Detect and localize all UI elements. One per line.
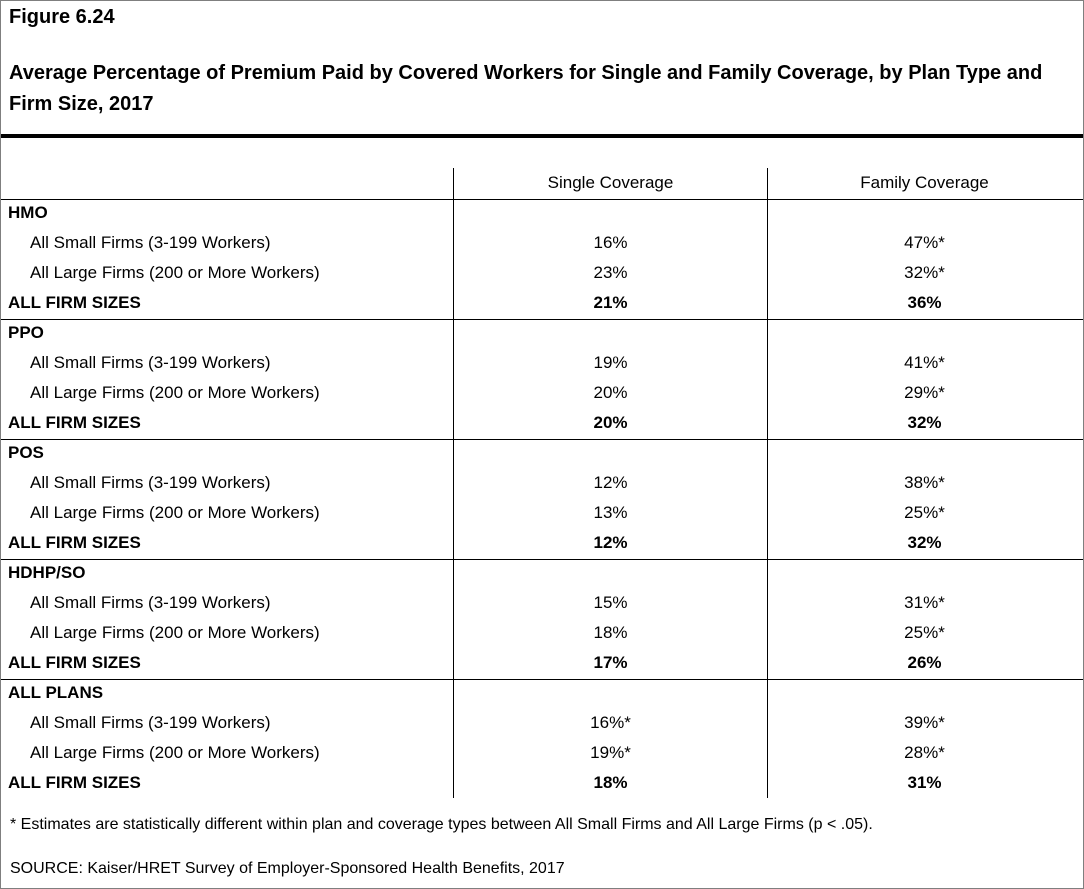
total-row: ALL FIRM SIZES 21% 36% bbox=[1, 288, 1083, 318]
table-row: All Large Firms (200 or More Workers) 20%… bbox=[1, 378, 1083, 408]
group-separator bbox=[1, 559, 1083, 560]
single-coverage-value: 18% bbox=[593, 623, 628, 642]
total-label: ALL FIRM SIZES bbox=[8, 773, 141, 792]
total-row: ALL FIRM SIZES 18% 31% bbox=[1, 768, 1083, 798]
figure-title: Average Percentage of Premium Paid by Co… bbox=[9, 62, 1043, 115]
total-family-value: 31% bbox=[907, 773, 942, 792]
table-row: All Small Firms (3-199 Workers) 19% 41%* bbox=[1, 348, 1083, 378]
single-coverage-value: 16%* bbox=[590, 713, 631, 732]
family-coverage-value: 39%* bbox=[904, 713, 945, 732]
firm-size-label: All Large Firms (200 or More Workers) bbox=[30, 743, 320, 762]
table-row: All Large Firms (200 or More Workers) 19%… bbox=[1, 738, 1083, 768]
single-coverage-value: 19%* bbox=[590, 743, 631, 762]
table-row: All Large Firms (200 or More Workers) 13%… bbox=[1, 498, 1083, 528]
total-family-value: 32% bbox=[907, 533, 942, 552]
total-label: ALL FIRM SIZES bbox=[8, 653, 141, 672]
column-divider-family bbox=[767, 168, 768, 798]
group-separator bbox=[1, 199, 1083, 200]
firm-size-label: All Small Firms (3-199 Workers) bbox=[30, 353, 271, 372]
total-single-value: 20% bbox=[593, 413, 628, 432]
total-family-value: 26% bbox=[907, 653, 942, 672]
family-coverage-value: 28%* bbox=[904, 743, 945, 762]
total-single-value: 21% bbox=[593, 293, 628, 312]
firm-size-label: All Large Firms (200 or More Workers) bbox=[30, 503, 320, 522]
total-label: ALL FIRM SIZES bbox=[8, 413, 141, 432]
plan-type-row: ALL PLANS bbox=[1, 678, 1083, 708]
firm-size-label: All Small Firms (3-199 Workers) bbox=[30, 473, 271, 492]
firm-size-label: All Large Firms (200 or More Workers) bbox=[30, 383, 320, 402]
plan-type-label: HDHP/SO bbox=[8, 563, 86, 582]
single-coverage-value: 12% bbox=[593, 473, 628, 492]
total-row: ALL FIRM SIZES 20% 32% bbox=[1, 408, 1083, 438]
single-coverage-value: 13% bbox=[593, 503, 628, 522]
total-family-value: 36% bbox=[907, 293, 942, 312]
plan-type-label: PPO bbox=[8, 323, 44, 342]
table-row: All Small Firms (3-199 Workers) 15% 31%* bbox=[1, 588, 1083, 618]
firm-size-label: All Large Firms (200 or More Workers) bbox=[30, 623, 320, 642]
group-separator bbox=[1, 439, 1083, 440]
plan-type-label: POS bbox=[8, 443, 44, 462]
total-single-value: 18% bbox=[593, 773, 628, 792]
firm-size-label: All Small Firms (3-199 Workers) bbox=[30, 713, 271, 732]
plan-type-label: ALL PLANS bbox=[8, 683, 104, 702]
family-coverage-value: 29%* bbox=[904, 383, 945, 402]
single-coverage-value: 15% bbox=[593, 593, 628, 612]
plan-type-row: HMO bbox=[1, 198, 1083, 228]
single-coverage-value: 16% bbox=[593, 233, 628, 252]
family-coverage-value: 41%* bbox=[904, 353, 945, 372]
family-coverage-value: 32%* bbox=[904, 263, 945, 282]
plan-type-label: HMO bbox=[8, 203, 48, 222]
plan-type-row: PPO bbox=[1, 318, 1083, 348]
table-row: All Large Firms (200 or More Workers) 23%… bbox=[1, 258, 1083, 288]
plan-type-row: HDHP/SO bbox=[1, 558, 1083, 588]
column-header-family: Family Coverage bbox=[860, 173, 989, 192]
family-coverage-value: 47%* bbox=[904, 233, 945, 252]
table-row: All Small Firms (3-199 Workers) 16%* 39%* bbox=[1, 708, 1083, 738]
group-separator bbox=[1, 319, 1083, 320]
total-label: ALL FIRM SIZES bbox=[8, 293, 141, 312]
table-row: All Small Firms (3-199 Workers) 12% 38%* bbox=[1, 468, 1083, 498]
total-label: ALL FIRM SIZES bbox=[8, 533, 141, 552]
firm-size-label: All Small Firms (3-199 Workers) bbox=[30, 233, 271, 252]
column-header-single: Single Coverage bbox=[547, 173, 674, 192]
source-note: SOURCE: Kaiser/HRET Survey of Employer-S… bbox=[10, 860, 565, 877]
family-coverage-value: 38%* bbox=[904, 473, 945, 492]
column-divider-single bbox=[453, 168, 454, 798]
footnote: * Estimates are statistically different … bbox=[10, 816, 873, 833]
family-coverage-value: 25%* bbox=[904, 623, 945, 642]
single-coverage-value: 19% bbox=[593, 353, 628, 372]
total-family-value: 32% bbox=[907, 413, 942, 432]
total-single-value: 12% bbox=[593, 533, 628, 552]
table-row: All Large Firms (200 or More Workers) 18%… bbox=[1, 618, 1083, 648]
firm-size-label: All Large Firms (200 or More Workers) bbox=[30, 263, 320, 282]
plan-type-row: POS bbox=[1, 438, 1083, 468]
figure-label: Figure 6.24 bbox=[9, 6, 115, 28]
table-row: All Small Firms (3-199 Workers) 16% 47%* bbox=[1, 228, 1083, 258]
single-coverage-value: 23% bbox=[593, 263, 628, 282]
family-coverage-value: 31%* bbox=[904, 593, 945, 612]
family-coverage-value: 25%* bbox=[904, 503, 945, 522]
firm-size-label: All Small Firms (3-199 Workers) bbox=[30, 593, 271, 612]
title-divider bbox=[1, 134, 1083, 138]
group-separator bbox=[1, 679, 1083, 680]
total-row: ALL FIRM SIZES 12% 32% bbox=[1, 528, 1083, 558]
single-coverage-value: 20% bbox=[593, 383, 628, 402]
total-single-value: 17% bbox=[593, 653, 628, 672]
total-row: ALL FIRM SIZES 17% 26% bbox=[1, 648, 1083, 678]
